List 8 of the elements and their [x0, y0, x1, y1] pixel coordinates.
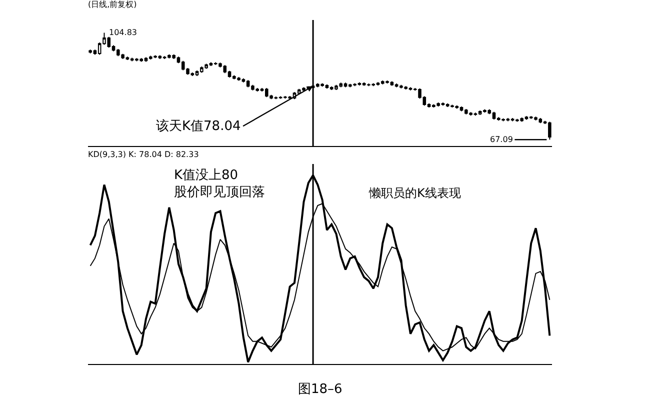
chart-title: KD(9,3,3) K: 78.04 D: 82.33	[88, 150, 199, 159]
caption: 图18–6	[298, 382, 342, 397]
annotation: 104.83	[109, 28, 137, 37]
annotation: 67.09	[490, 135, 513, 144]
annotation: K值没上80 股价即见顶回落	[174, 168, 265, 200]
annotation: 懒职员的K线表现	[368, 186, 461, 200]
annotation: 该天K值78.04	[156, 118, 241, 134]
chart-title: (日线,前复权)	[88, 0, 137, 10]
